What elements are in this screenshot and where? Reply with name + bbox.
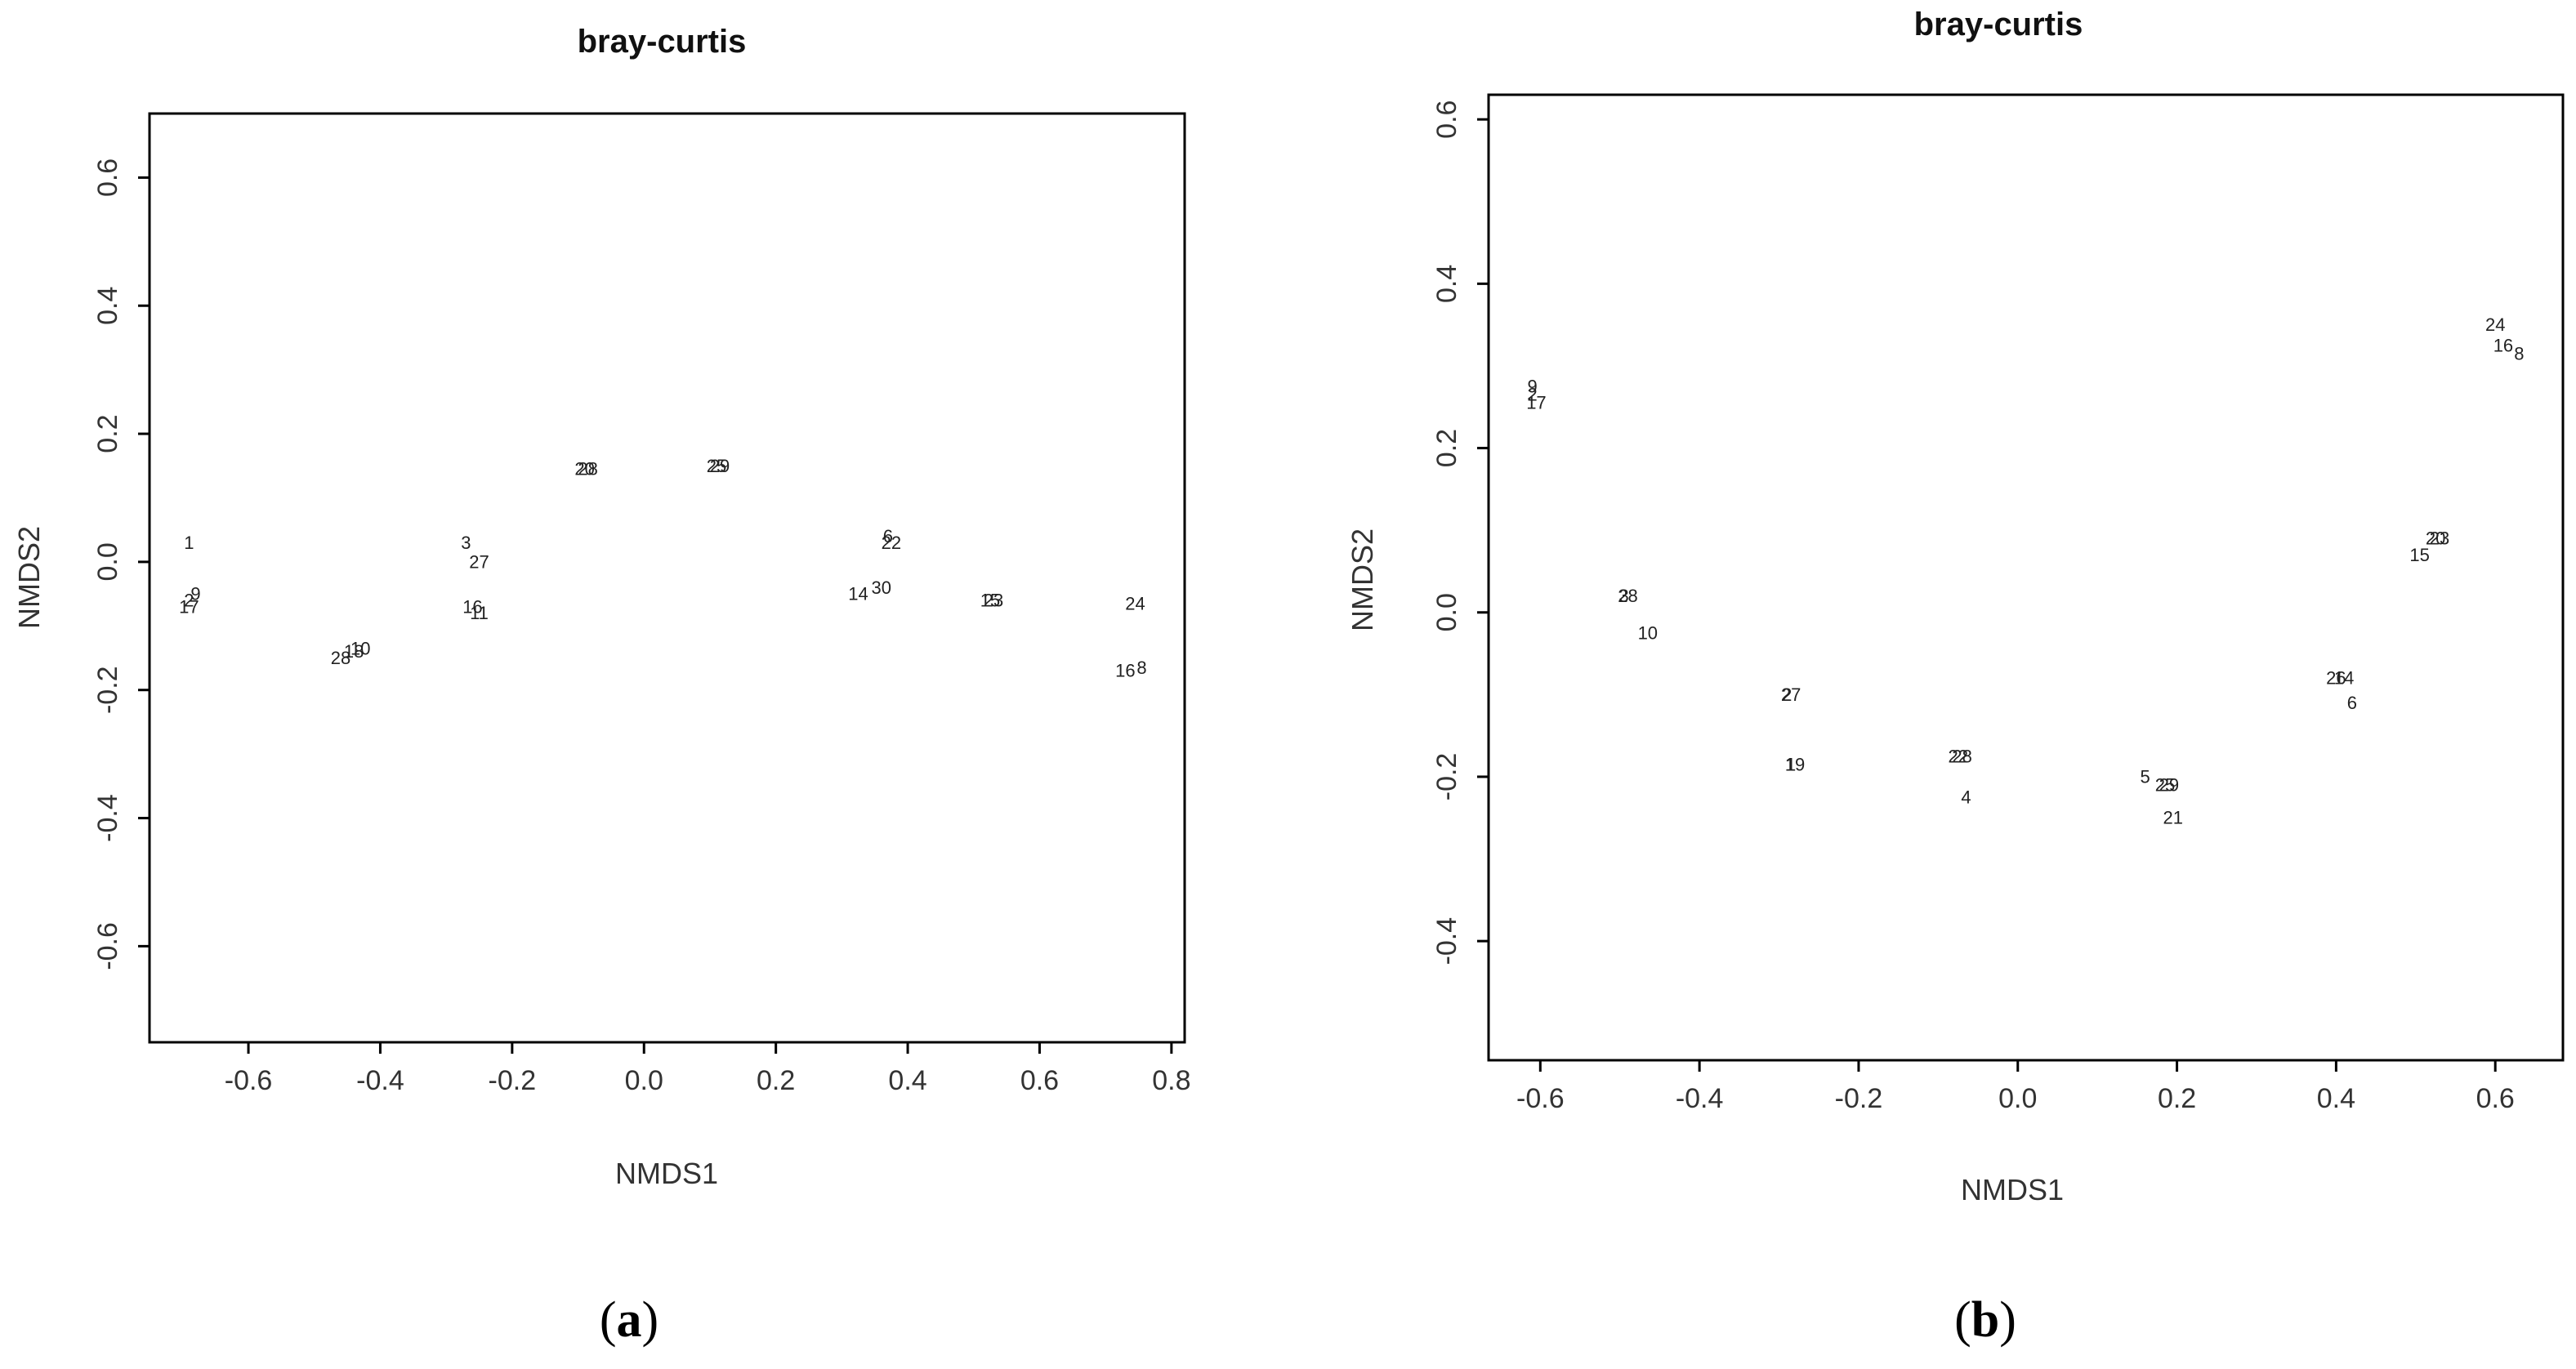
point-label: 1 [184,533,194,553]
panel-caption-b: (b) [1954,1292,2016,1348]
y-tick-label: -0.4 [92,794,123,842]
x-tick-label: -0.4 [1676,1083,1724,1114]
y-tick-label: 0.6 [92,158,123,197]
point-label: 22 [1948,746,1967,766]
point-label: 26 [2326,668,2346,689]
y-axis-label: NMDS2 [1346,528,1379,631]
point-label: 3 [1618,586,1628,606]
point-label: 1 [1786,754,1796,774]
point-label: 25 [2155,775,2175,796]
point-label: 10 [1638,622,1658,643]
point-label: 16 [462,596,482,617]
x-tick-label: 0.0 [1998,1083,2037,1114]
point-label: 24 [2485,314,2505,335]
point-label: 16 [2493,335,2513,355]
y-axis-label: NMDS2 [12,526,46,629]
point-label: 6 [2347,693,2357,713]
y-tick-label: 0.0 [1431,593,1462,631]
x-axis-label: NMDS1 [1961,1173,2064,1206]
y-axis: -0.6 -0.4 -0.2 0.0 0.2 0.4 0.6 [92,158,151,970]
x-tick-label: 0.0 [625,1065,663,1096]
chart-panel-b: bray-curtis -0.6 -0.4 -0.2 0.0 0.2 0.4 0.6 -0.… [1346,7,2565,1348]
x-tick-label: 0.6 [2476,1083,2515,1114]
plot-frame [148,112,1186,1044]
point-label: 14 [848,584,868,604]
x-tick-label: 0.4 [888,1065,926,1096]
chart-panel-a: bray-curtis -0.6 -0.4 -0.2 0.0 0.2 0.4 0.6 0.8 … [12,24,1190,1348]
point-label: 17 [1526,393,1546,413]
point-label: 29 [710,456,730,476]
point-label: 5 [2140,766,2150,787]
chart-title: bray-curtis [578,24,747,60]
point-label: 19 [1785,754,1805,774]
x-tick-label: 0.2 [2158,1083,2196,1114]
point-label: 17 [179,596,199,617]
x-axis: -0.6 -0.4 -0.2 0.0 0.2 0.4 0.6 0.8 [225,1041,1190,1096]
point-label: 8 [2514,343,2524,363]
point-label: 23 [2430,528,2449,549]
x-tick-label: -0.6 [1516,1083,1565,1114]
x-tick-label: -0.2 [1835,1083,1883,1114]
y-tick-label: 0.6 [1431,100,1462,139]
point-label: 10 [350,638,370,658]
point-label: 9 [190,584,200,604]
point-label: 28 [1952,746,1971,766]
y-tick-label: 0.2 [1431,429,1462,467]
panel-caption-a: (a) [600,1292,659,1348]
plot-frame [1487,93,2565,1062]
y-tick-label: 0.4 [1431,265,1462,303]
point-label: 2 [184,590,194,610]
y-tick-label: 0.4 [92,287,123,325]
y-tick-label: 0.2 [92,414,123,453]
x-axis-label: NMDS1 [615,1157,718,1190]
point-label: 27 [1781,684,1801,705]
x-tick-label: -0.2 [489,1065,537,1096]
point-label: 6 [883,526,893,546]
point-label: 2 [1782,684,1792,705]
point-label: 16 [1115,661,1135,681]
point-label: 15 [980,590,1000,610]
chart-title: bray-curtis [1914,7,2083,42]
y-tick-label: -0.6 [92,922,123,970]
point-label: 20 [2426,528,2445,549]
x-tick-label: 0.4 [2317,1083,2355,1114]
point-label: 15 [2409,545,2429,565]
point-label: 9 [1527,377,1537,397]
x-tick-label: -0.4 [356,1065,404,1096]
y-axis: -0.4 -0.2 0.0 0.2 0.4 0.6 [1431,100,1490,965]
point-label: 14 [2334,668,2354,689]
point-label: 11 [470,603,489,623]
x-tick-label: 0.8 [1152,1065,1190,1096]
point-label: 2 [1527,385,1537,405]
point-label: 3 [461,533,471,553]
point-label: 18 [344,641,364,662]
point-label: 21 [2163,808,2182,828]
point-label: 23 [984,590,1003,610]
point-label: 25 [707,456,726,476]
point-label: 28 [331,648,350,668]
point-label: 22 [882,533,901,553]
y-tick-label: -0.4 [1431,917,1462,965]
point-label: 24 [1125,593,1145,613]
y-tick-label: -0.2 [1431,753,1462,801]
point-label: 4 [1961,787,1971,808]
x-tick-label: 0.6 [1020,1065,1059,1096]
point-label: 30 [872,577,891,598]
point-label: 20 [574,459,594,479]
y-tick-label: -0.2 [92,666,123,714]
point-label: 28 [578,459,597,479]
point-label: 8 [1136,658,1146,678]
x-axis: -0.6 -0.4 -0.2 0.0 0.2 0.4 0.6 [1516,1059,2515,1114]
point-label: 27 [469,551,489,572]
x-tick-label: 0.2 [757,1065,795,1096]
x-tick-label: -0.6 [225,1065,273,1096]
point-label: 29 [2159,775,2179,796]
point-label: 28 [1618,586,1637,606]
y-tick-label: 0.0 [92,542,123,581]
